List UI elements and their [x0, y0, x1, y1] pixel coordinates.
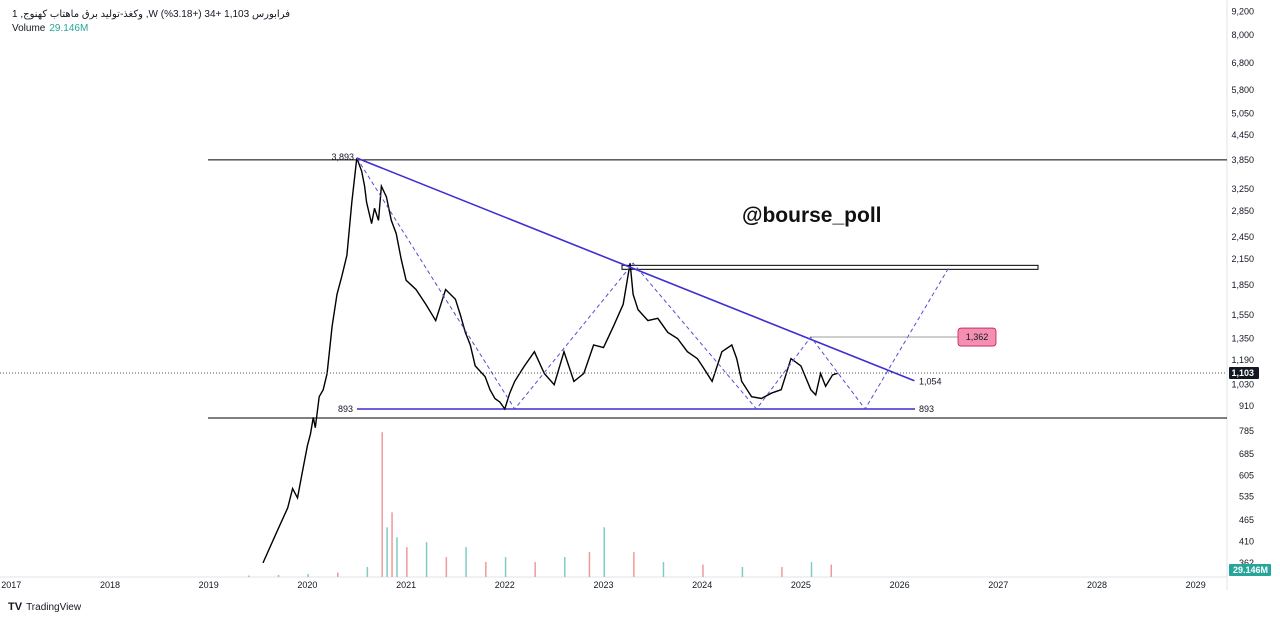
support-label-right: 893: [919, 404, 934, 414]
horizontal-levels: [208, 159, 1227, 419]
x-tick-label: 2025: [791, 580, 811, 590]
x-tick-label: 2017: [1, 580, 21, 590]
volume-bar: [445, 557, 448, 577]
y-tick-label: 1,350: [1231, 334, 1254, 344]
drawings: 3,893 893 893 1,054 1,362: [331, 152, 997, 414]
brand-text: TradingView: [26, 601, 82, 613]
y-tick-label: 4,450: [1231, 130, 1254, 140]
resistance-zone-box: [621, 264, 1039, 270]
y-tick-label: 465: [1239, 515, 1254, 525]
x-tick-label: 2019: [199, 580, 219, 590]
y-tick-label: 685: [1239, 449, 1254, 459]
tradingview-logo-icon: TV: [8, 601, 23, 613]
volume-bars: [248, 432, 833, 577]
volume-axis-label: 29.146M: [1233, 565, 1268, 575]
y-tick-label: 3,850: [1231, 155, 1254, 165]
volume-bar: [425, 542, 428, 577]
watermark-text: @bourse_poll: [742, 204, 882, 227]
x-tick-label: 2026: [890, 580, 910, 590]
volume-bar: [307, 574, 309, 577]
y-tick-label: 605: [1239, 470, 1254, 480]
volume-value: 29.146M: [49, 23, 89, 34]
y-tick-label: 2,850: [1231, 206, 1254, 216]
y-tick-label: 2,450: [1231, 232, 1254, 242]
y-tick-label: 5,800: [1231, 85, 1254, 95]
volume-bar: [603, 527, 605, 577]
volume-bar: [248, 575, 250, 577]
volume-bar: [702, 564, 704, 577]
y-axis-ticks: 9,200 8,000 6,800 5,800 5,050 4,450 3,850 3,250…: [0, 6, 1271, 576]
x-tick-label: 2028: [1087, 580, 1107, 590]
y-tick-label: 8,000: [1231, 30, 1254, 40]
x-tick-label: 2024: [692, 580, 712, 590]
symbol-line: 1 ,وکغذ-تولید برق ماهتاب کهنوج ,W فرابور…: [12, 9, 291, 20]
x-tick-label: 2020: [297, 580, 317, 590]
y-tick-label: 3,250: [1231, 184, 1254, 194]
x-tick-label: 2022: [495, 580, 515, 590]
volume-bar: [741, 567, 744, 577]
volume-bar: [366, 567, 369, 577]
volume-bar: [337, 572, 339, 577]
peak-label: 3,893: [331, 152, 354, 162]
volume-legend: Volume 29.146M: [12, 22, 290, 36]
target-badge: [957, 327, 997, 347]
last-price-label: 1,103: [1231, 368, 1254, 378]
volume-label: Volume: [12, 23, 46, 34]
last-price-badge: [1229, 366, 1259, 379]
y-tick-label: 1,550: [1231, 310, 1254, 320]
y-tick-label: 2,150: [1231, 254, 1254, 264]
y-tick-label: 1,850: [1231, 280, 1254, 290]
y-tick-label: 1,030: [1231, 380, 1254, 390]
volume-bar: [564, 557, 566, 577]
volume-bar: [396, 537, 398, 577]
target-badge-label: 1,362: [966, 332, 989, 342]
volume-bar: [662, 562, 665, 577]
x-tick-label: 2023: [593, 580, 613, 590]
volume-bar: [588, 552, 591, 577]
price-line: [262, 157, 839, 564]
y-tick-label: 1,190: [1231, 355, 1254, 365]
descending-trendline: [356, 157, 915, 382]
volume-bar: [504, 557, 507, 577]
y-tick-label: 9,200: [1231, 6, 1254, 16]
y-tick-label: 362: [1239, 558, 1254, 568]
x-axis-ticks: 2017 2018 2019 2020 2021 2022 2023 2024 2025 2026…: [1, 580, 1205, 590]
volume-bar: [485, 562, 487, 577]
volume-bar: [465, 547, 467, 577]
volume-bar: [386, 527, 388, 577]
y-tick-label: 410: [1239, 537, 1254, 547]
volume-bar: [781, 567, 783, 577]
chart-legend: 1 ,وکغذ-تولید برق ماهتاب کهنوج ,W فرابور…: [12, 8, 290, 36]
volume-bar: [277, 575, 280, 577]
wave-projection-dashed: [356, 157, 950, 410]
trend-end-label: 1,054: [919, 377, 942, 387]
volume-bar: [534, 562, 536, 577]
footer-brand[interactable]: TV TradingView: [8, 601, 81, 613]
volume-bar: [391, 512, 393, 577]
price-series: [262, 157, 839, 564]
y-tick-label: 5,050: [1231, 109, 1254, 119]
volume-bar: [810, 562, 813, 577]
volume-bar: [830, 564, 833, 577]
volume-bar: [633, 552, 635, 577]
x-tick-label: 2029: [1186, 580, 1206, 590]
volume-bar: [381, 432, 383, 577]
y-tick-label: 910: [1239, 401, 1254, 411]
x-tick-label: 2021: [396, 580, 416, 590]
volume-axis-badge: [1229, 564, 1271, 576]
x-tick-label: 2027: [988, 580, 1008, 590]
y-tick-label: 535: [1239, 491, 1254, 501]
support-label-left: 893: [338, 404, 353, 414]
volume-bar: [406, 547, 408, 577]
x-tick-label: 2018: [100, 580, 120, 590]
y-tick-label: 785: [1239, 426, 1254, 436]
y-tick-label: 6,800: [1231, 58, 1254, 68]
